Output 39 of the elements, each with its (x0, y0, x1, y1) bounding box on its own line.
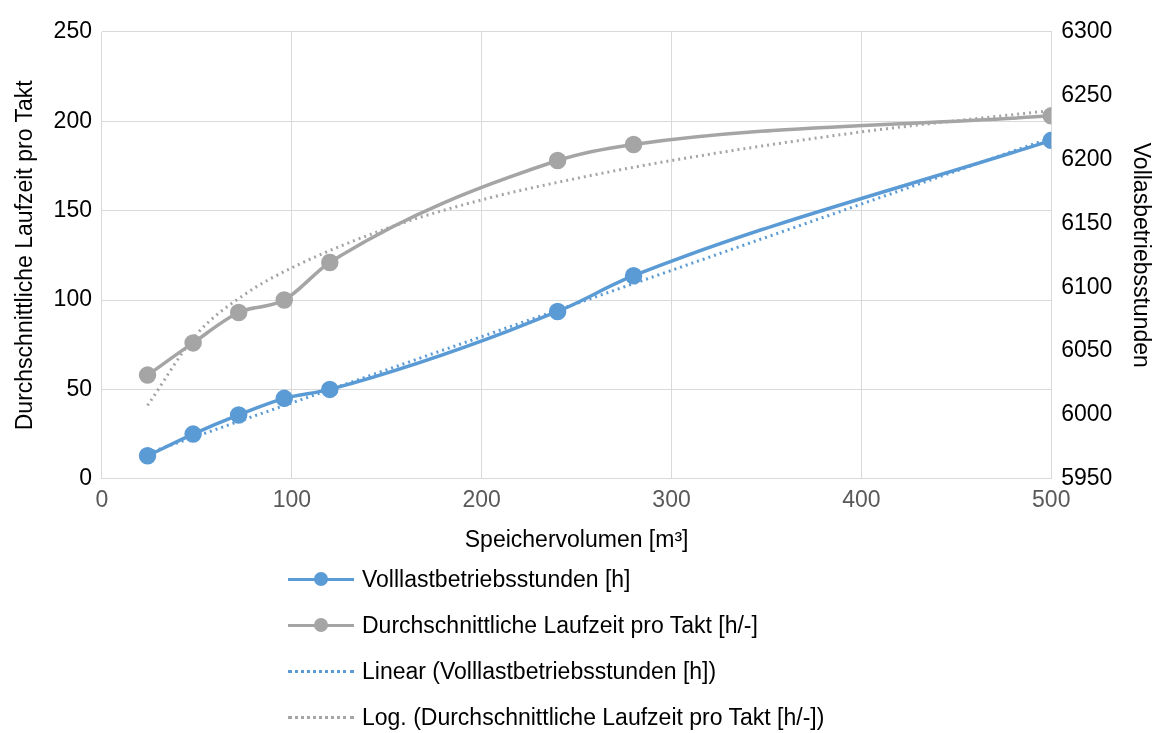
point (184, 334, 202, 352)
legend-label: Durchschnittliche Laufzeit pro Takt [h/-] (362, 611, 758, 639)
x-tick-label: 200 (462, 485, 501, 512)
legend-label: Linear (Volllastbetriebsstunden [h]) (362, 657, 717, 685)
point (321, 380, 339, 399)
y2-tick-label: 6250 (1061, 81, 1113, 107)
x-axis-title: Speichervolumen [m³] (464, 525, 689, 552)
y2-axis-title: Vollasbetriebsstunden (1128, 142, 1155, 368)
y2-tick-label: 6150 (1061, 208, 1113, 235)
x-tick-label: 0 (95, 485, 109, 512)
y2-tick-label: 6200 (1061, 144, 1113, 171)
y-tick-label: 250 (53, 17, 92, 44)
point (321, 253, 339, 272)
point (548, 151, 567, 170)
y2-tick-label: 6000 (1061, 400, 1113, 427)
point (624, 135, 643, 154)
point (548, 302, 567, 321)
point (184, 425, 202, 443)
y-tick-label: 200 (53, 106, 92, 133)
legend-label: Log. (Durchschnittliche Laufzeit pro Takt [h/-]) (362, 703, 825, 731)
point (624, 266, 643, 285)
y-tick-label: 0 (79, 464, 92, 491)
point (275, 291, 293, 309)
y-tick-label: 50 (66, 374, 92, 401)
legend-label: Volllastbetriebsstunden [h] (362, 565, 631, 593)
x-tick-label: 400 (842, 485, 881, 512)
point (229, 303, 248, 322)
y2-tick-label: 6050 (1061, 336, 1113, 363)
y-tick-label: 100 (53, 285, 92, 312)
y2-tick-label: 6300 (1061, 17, 1113, 44)
y2-tick-label: 6100 (1061, 272, 1113, 299)
x-tick-label: 300 (652, 485, 691, 512)
y-tick-label: 150 (53, 195, 92, 222)
y-axis-title: Durchschnittliche Laufzeit pro Takt (11, 79, 38, 431)
point (229, 406, 248, 424)
x-tick-label: 100 (272, 485, 312, 512)
point (138, 366, 157, 384)
point (275, 389, 293, 408)
point (138, 447, 157, 465)
